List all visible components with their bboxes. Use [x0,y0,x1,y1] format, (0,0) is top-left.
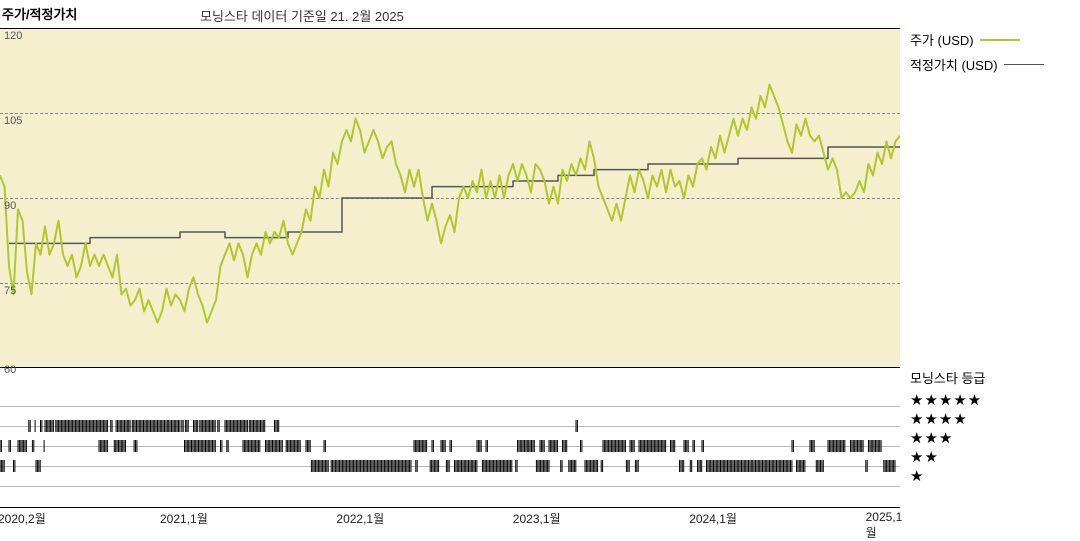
rating-row-3 [0,436,900,456]
x-tick-label: 2022,1월 [336,510,384,527]
rating-row-2 [0,456,900,476]
x-tick-label: 2020,2월 [0,510,46,527]
legend-fair: 적정가치 (USD) [910,55,1080,74]
star-row: ★★★★★ [910,391,1080,410]
x-axis: 2020,2월2021,1월2022,1월2023,1월2024,1월2025,… [0,510,900,530]
price-svg [0,28,900,368]
star-row: ★ [910,467,1080,486]
y-tick-label: 120 [4,30,22,42]
legend-price: 주가 (USD) [910,30,1080,49]
chart-header: 주가/적정가치 모닝스타 데이터 기준일 21. 2월 2025 [0,0,1080,24]
chart-subtitle: 모닝스타 데이터 기준일 21. 2월 2025 [200,6,404,25]
rating-baseline [0,486,900,487]
star-row: ★★ [910,448,1080,467]
legend-fair-swatch [1004,64,1044,65]
x-tick-label: 2023,1월 [513,510,561,527]
rating-legend-title: 모닝스타 등급 [910,368,1080,387]
price-line [0,85,900,323]
rating-row-4 [0,416,900,436]
x-tick-label: 2025,1월 [866,510,903,541]
legend-price-swatch [980,39,1020,41]
star-row: ★★★★ [910,410,1080,429]
y-tick-label: 75 [4,285,16,297]
legend-price-label: 주가 (USD) [910,30,974,49]
legend: 주가 (USD) 적정가치 (USD) [910,30,1080,80]
price-chart: 607590105120 [0,28,900,368]
star-row: ★★★ [910,429,1080,448]
x-tick-label: 2021,1월 [160,510,208,527]
rating-legend: 모닝스타 등급 ★★★★★★★★★★★★★★★ [910,368,1080,486]
y-tick-label: 90 [4,200,16,212]
legend-fair-label: 적정가치 (USD) [910,55,998,74]
y-tick-label: 105 [4,115,22,127]
chart-container: 주가/적정가치 모닝스타 데이터 기준일 21. 2월 2025 6075901… [0,0,1080,540]
rating-chart [0,368,900,508]
rating-baseline [0,406,900,407]
chart-title: 주가/적정가치 [2,4,77,23]
x-tick-label: 2024,1월 [689,510,737,527]
